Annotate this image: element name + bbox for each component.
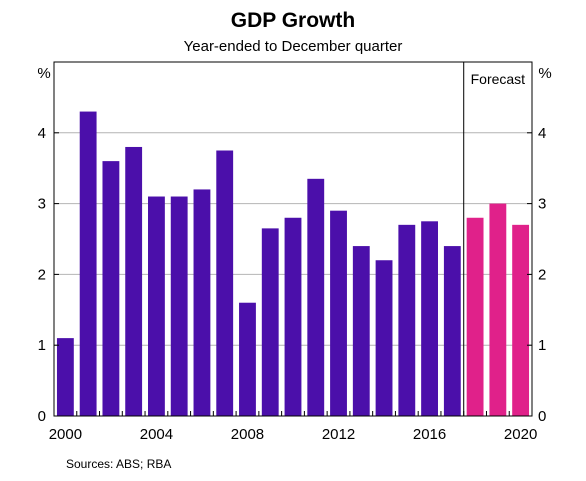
bar-2006 xyxy=(193,189,211,416)
bar-2017 xyxy=(443,246,461,416)
bar-2004 xyxy=(148,196,165,416)
bar-2007 xyxy=(216,150,234,416)
bar-2000 xyxy=(56,338,74,416)
x-tick-label-2016: 2016 xyxy=(413,426,446,443)
y-axis-ticks: 0 0 1 1 2 2 3 3 4 4 xyxy=(38,125,547,425)
bar-2012 xyxy=(330,210,347,416)
bar-2016 xyxy=(421,221,438,416)
x-tick-label-2004: 2004 xyxy=(140,426,173,443)
x-tick-label-2012: 2012 xyxy=(322,426,355,443)
x-tick-label-2020: 2020 xyxy=(504,426,537,443)
chart-title: GDP Growth xyxy=(231,9,355,32)
y-tick-label-right: 3 xyxy=(538,196,546,213)
y-tick-label-left: 1 xyxy=(38,337,46,354)
bar-2002 xyxy=(102,161,120,416)
y-tick-label-right: 2 xyxy=(538,266,546,283)
y-tick-label-right: 1 xyxy=(538,337,546,354)
source-note: Sources: ABS; RBA xyxy=(66,457,171,471)
bar-2018 xyxy=(466,217,484,416)
chart-subtitle: Year-ended to December quarter xyxy=(184,38,403,55)
bar-2014 xyxy=(375,260,393,416)
bar-2005 xyxy=(170,196,188,416)
bar-2020 xyxy=(512,224,530,416)
bar-2009 xyxy=(261,228,279,416)
y-tick-label-left: 4 xyxy=(38,125,46,142)
y-unit-right: % xyxy=(538,65,551,82)
x-tick-label-2000: 2000 xyxy=(49,426,82,443)
y-tick-label-left: 3 xyxy=(38,196,46,213)
bar-2011 xyxy=(307,178,325,416)
x-axis-ticks: 2000 2004 2008 2012 2016 2020 xyxy=(49,411,537,443)
bar-2008 xyxy=(239,302,256,416)
forecast-label: Forecast xyxy=(471,71,526,87)
y-tick-label-right: 4 xyxy=(538,125,546,142)
bar-2015 xyxy=(398,224,416,416)
bar-2003 xyxy=(125,146,143,416)
plot-frame xyxy=(53,61,533,417)
bar-2010 xyxy=(284,217,302,416)
bar-2001 xyxy=(79,111,97,416)
bar-2019 xyxy=(489,203,507,416)
y-tick-label-left: 2 xyxy=(38,266,46,283)
y-tick-label-left: 0 xyxy=(38,408,46,425)
bar-2013 xyxy=(352,246,370,416)
x-tick-label-2008: 2008 xyxy=(231,426,264,443)
bars xyxy=(56,111,530,416)
y-tick-label-right: 0 xyxy=(538,408,546,425)
y-unit-left: % xyxy=(37,65,50,82)
